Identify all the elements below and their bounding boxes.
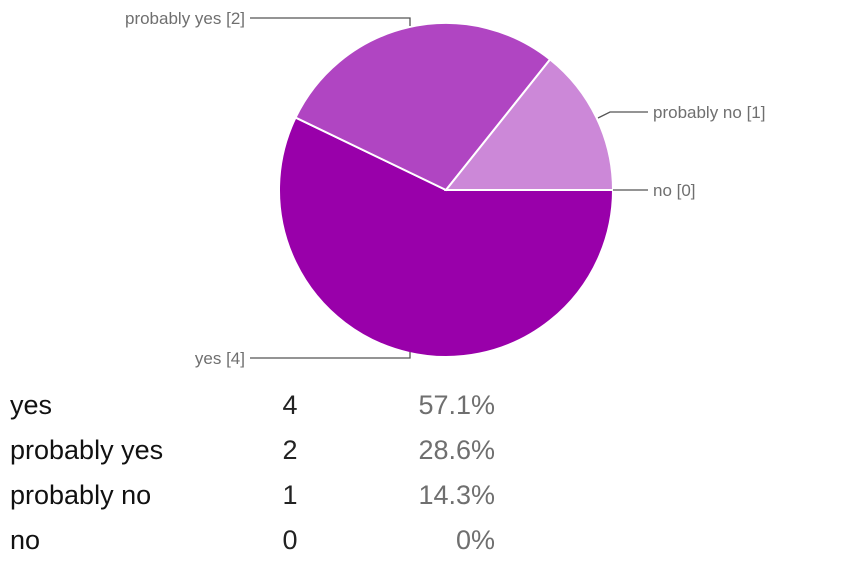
row-percent: 57.1%	[418, 390, 495, 420]
table-row: probably yes 2 28.6%	[10, 435, 510, 480]
leader-line-probably-no	[597, 111, 648, 119]
pie-chart: yes [4] probably yes [2] probably no [1] no…	[125, 9, 765, 368]
leader-lines	[250, 17, 648, 359]
row-percent: 0%	[455, 525, 495, 555]
row-label: probably no	[10, 480, 152, 510]
pie-slice-yes	[278, 116, 615, 358]
slice-label-probably-no: probably no [1]	[653, 103, 765, 122]
slice-label-yes: yes [4]	[195, 349, 245, 368]
pie-slices	[278, 22, 615, 358]
pie-slice-probably-no	[443, 58, 615, 191]
response-summary-table: yes 4 57.1% probably yes 2 28.6% probabl…	[10, 390, 510, 570]
slice-label-no: no [0]	[653, 181, 696, 200]
row-count: 4	[282, 390, 298, 420]
row-label: yes	[10, 390, 53, 420]
leader-line-yes	[250, 352, 411, 359]
row-label: probably yes	[10, 435, 164, 465]
slice-label-probably-yes: probably yes [2]	[125, 9, 245, 28]
row-count: 2	[282, 435, 298, 465]
row-count: 1	[282, 480, 298, 510]
row-percent: 28.6%	[418, 435, 495, 465]
row-label: no	[10, 525, 41, 555]
leader-line-probably-yes	[250, 17, 411, 26]
row-count: 0	[282, 525, 298, 555]
table-row: probably no 1 14.3%	[10, 480, 510, 525]
table-row: yes 4 57.1%	[10, 390, 510, 435]
row-percent: 14.3%	[418, 480, 495, 510]
table-row: no 0 0%	[10, 525, 510, 570]
pie-slice-probably-yes	[294, 22, 552, 192]
slice-labels: yes [4] probably yes [2] probably no [1] no…	[125, 9, 765, 368]
